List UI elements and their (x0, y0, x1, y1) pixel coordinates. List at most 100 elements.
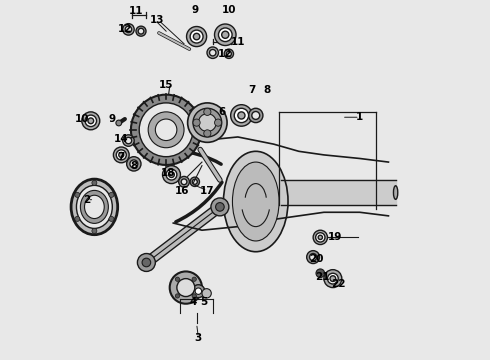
Circle shape (131, 95, 201, 165)
Circle shape (190, 30, 203, 43)
Ellipse shape (84, 195, 104, 219)
Circle shape (313, 230, 327, 244)
Text: 11: 11 (128, 6, 143, 17)
Circle shape (204, 130, 211, 137)
Circle shape (142, 258, 151, 267)
Circle shape (75, 216, 80, 221)
Circle shape (327, 273, 338, 284)
Circle shape (166, 169, 177, 180)
Circle shape (92, 228, 97, 233)
Ellipse shape (393, 186, 398, 199)
Text: 15: 15 (159, 80, 173, 90)
Text: 9: 9 (109, 114, 116, 124)
Text: 17: 17 (200, 186, 215, 196)
Circle shape (330, 276, 336, 282)
Circle shape (198, 114, 216, 132)
Circle shape (307, 251, 319, 264)
Circle shape (136, 26, 146, 36)
Circle shape (82, 112, 100, 130)
Circle shape (92, 180, 97, 185)
Circle shape (204, 108, 211, 116)
Text: 2: 2 (84, 195, 91, 205)
Circle shape (221, 31, 229, 39)
Circle shape (226, 51, 231, 56)
Circle shape (310, 253, 317, 261)
Circle shape (215, 24, 236, 45)
Circle shape (116, 120, 122, 126)
Text: 8: 8 (130, 161, 138, 171)
Circle shape (113, 147, 129, 163)
Circle shape (125, 26, 132, 33)
Ellipse shape (71, 179, 118, 235)
Circle shape (216, 203, 224, 211)
Circle shape (75, 192, 80, 197)
Text: 3: 3 (195, 333, 202, 343)
Circle shape (181, 179, 187, 185)
Circle shape (219, 28, 232, 41)
Text: 16: 16 (175, 186, 190, 196)
Circle shape (194, 33, 200, 40)
Circle shape (202, 289, 211, 298)
Text: 10: 10 (74, 114, 89, 124)
Text: 20: 20 (310, 254, 324, 264)
Text: 9: 9 (191, 5, 198, 15)
Circle shape (248, 108, 263, 123)
Text: 21: 21 (315, 272, 329, 282)
Ellipse shape (76, 185, 112, 228)
Circle shape (138, 28, 144, 34)
Circle shape (187, 27, 207, 46)
Text: 5: 5 (200, 297, 207, 307)
Circle shape (122, 135, 134, 146)
Circle shape (215, 119, 221, 126)
Text: 7: 7 (248, 85, 256, 95)
Circle shape (137, 253, 155, 271)
Text: 19: 19 (327, 232, 342, 242)
Circle shape (175, 277, 180, 282)
Circle shape (188, 103, 227, 142)
Circle shape (163, 166, 180, 184)
Circle shape (122, 24, 134, 35)
Text: 11: 11 (231, 37, 245, 47)
Circle shape (195, 288, 201, 294)
Circle shape (192, 277, 196, 282)
Circle shape (238, 112, 245, 119)
Circle shape (318, 235, 322, 239)
Circle shape (125, 137, 132, 144)
Text: 10: 10 (221, 5, 236, 15)
Circle shape (190, 177, 199, 186)
Circle shape (148, 112, 184, 148)
Circle shape (116, 150, 126, 160)
Circle shape (316, 269, 324, 278)
Circle shape (88, 118, 94, 124)
Circle shape (130, 160, 138, 168)
Circle shape (177, 279, 195, 297)
Circle shape (207, 47, 219, 58)
Text: 18: 18 (161, 168, 175, 178)
Circle shape (139, 103, 193, 157)
Text: 6: 6 (218, 107, 225, 117)
Circle shape (109, 192, 114, 197)
Circle shape (126, 157, 141, 171)
Circle shape (175, 294, 180, 298)
Circle shape (119, 152, 124, 157)
Circle shape (252, 112, 260, 120)
Ellipse shape (80, 190, 108, 224)
Circle shape (192, 294, 196, 298)
Text: 7: 7 (118, 152, 125, 162)
Circle shape (324, 270, 342, 288)
Circle shape (231, 105, 252, 126)
Circle shape (169, 172, 174, 177)
Text: 13: 13 (150, 15, 164, 26)
Text: 8: 8 (263, 85, 270, 95)
Circle shape (192, 285, 205, 298)
Circle shape (316, 233, 325, 242)
Circle shape (170, 271, 202, 304)
Text: 4: 4 (189, 297, 196, 307)
Text: 12: 12 (118, 24, 132, 35)
Circle shape (192, 179, 197, 184)
Circle shape (211, 198, 229, 216)
Circle shape (179, 176, 190, 187)
Circle shape (210, 49, 216, 56)
Ellipse shape (232, 162, 279, 241)
Text: 14: 14 (114, 134, 128, 144)
